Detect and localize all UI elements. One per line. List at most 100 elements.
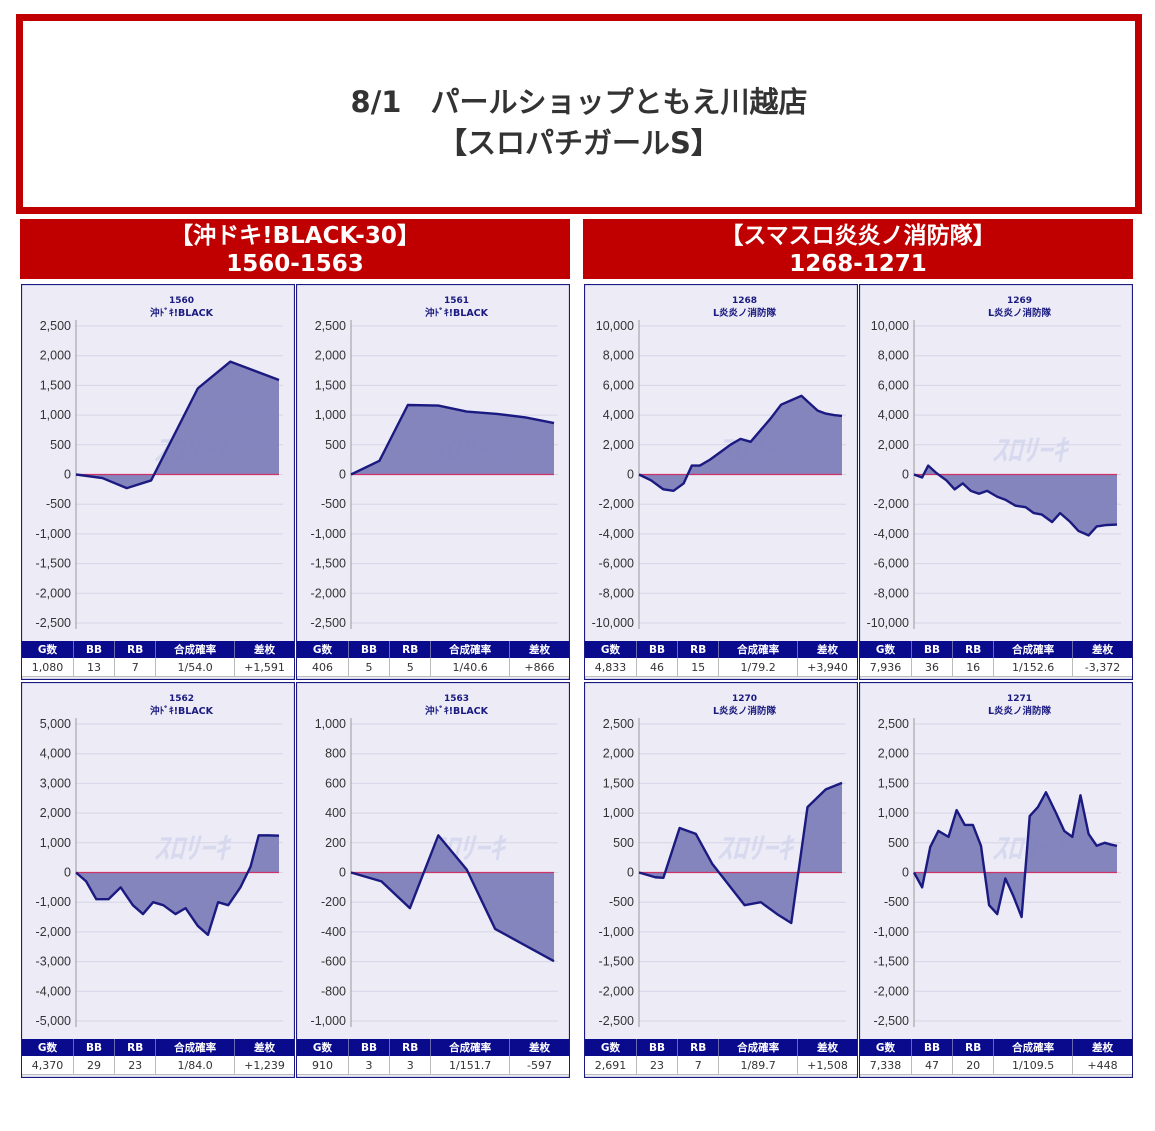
y-tick-label: 2,500 xyxy=(315,319,346,333)
stats-value-cell: 1/54.0 xyxy=(155,658,235,678)
y-tick-label: 2,500 xyxy=(40,319,71,333)
y-tick-label: 400 xyxy=(325,806,346,820)
panel-frame xyxy=(21,284,295,680)
y-tick-label: -2,500 xyxy=(36,616,71,630)
series-line xyxy=(350,834,555,963)
y-tick-label: 1,500 xyxy=(603,776,634,790)
stats-value-cell: 1,080 xyxy=(22,658,74,678)
y-tick-label: -1,500 xyxy=(874,955,909,969)
stats-header-cell: 合成確率 xyxy=(993,641,1073,659)
stats-header-cell: G数 xyxy=(860,641,912,659)
stats-value-cell: 1/79.2 xyxy=(718,658,798,678)
y-tick-label: 1,000 xyxy=(878,806,909,820)
y-tick-label: 500 xyxy=(613,836,634,850)
stats-value-cell: 2,691 xyxy=(585,1056,637,1076)
stats-value-cell: 7 xyxy=(114,658,157,678)
series-line xyxy=(350,403,555,476)
stats-value-cell: 7 xyxy=(677,1056,720,1076)
stats-value-cell: 13 xyxy=(73,658,116,678)
chart-title-machine: L炎炎ノ消防隊 xyxy=(713,705,777,717)
stats-value-cell: 1/89.7 xyxy=(718,1056,798,1076)
y-tick-label: 2,000 xyxy=(603,747,634,761)
stats-header-cell: 合成確率 xyxy=(430,1039,510,1057)
stats-table: G数 BB RB 合成確率 差枚 7,936 36 16 1/152.6 -3,372 xyxy=(860,641,1132,678)
stats-table: G数 BB RB 合成確率 差枚 4,833 46 15 1/79.2 +3,940 xyxy=(585,641,857,678)
y-tick-label: -10,000 xyxy=(867,616,909,630)
page-subtitle: 【スロパチガールS】 xyxy=(438,126,720,160)
stats-header-cell: RB xyxy=(677,1039,720,1057)
y-tick-label: 200 xyxy=(325,836,346,850)
group-header-okidoki: 【沖ドキ!BLACK-30】 1560-1563 xyxy=(20,219,570,279)
machine-panel-1560: 1560 沖ﾄﾞｷ!BLACK 2,500 2,000 1,500 1,000 500 0 -5… xyxy=(21,284,295,680)
stats-header-cell: 差枚 xyxy=(797,1039,857,1057)
y-tick-label: 2,000 xyxy=(40,806,71,820)
stats-header-cell: G数 xyxy=(585,641,637,659)
stats-value-cell: +3,940 xyxy=(797,658,857,678)
machine-panel-1562: 1562 沖ﾄﾞｷ!BLACK 5,000 4,000 3,000 2,000 1,000 0… xyxy=(21,682,295,1078)
stats-header-cell: 合成確率 xyxy=(155,1039,235,1057)
stats-header-cell: 合成確率 xyxy=(718,641,798,659)
y-tick-label: 3,000 xyxy=(40,776,71,790)
watermark-logo: ｽﾛﾘｰｷ xyxy=(717,832,795,867)
y-tick-label: -200 xyxy=(321,895,346,909)
machine-panel-1270: 1270 L炎炎ノ消防隊 2,500 2,000 1,500 1,000 500 0 -500 -… xyxy=(584,682,858,1078)
y-tick-label: -4,000 xyxy=(599,527,634,541)
stats-header-cell: 合成確率 xyxy=(155,641,235,659)
machine-panel-1271: 1271 L炎炎ノ消防隊 2,500 2,000 1,500 1,000 500 0 -500 -… xyxy=(859,682,1133,1078)
y-tick-label: 2,500 xyxy=(603,717,634,731)
y-tick-label: 4,000 xyxy=(40,747,71,761)
y-tick-label: 1,500 xyxy=(878,776,909,790)
y-tick-label: 1,000 xyxy=(40,408,71,422)
y-tick-label: 1,500 xyxy=(315,378,346,392)
y-tick-label: 8,000 xyxy=(603,349,634,363)
series-area xyxy=(639,395,842,491)
stats-value-cell: 5 xyxy=(389,658,432,678)
watermark-logo: ｽﾛﾘｰｷ xyxy=(154,832,232,867)
series-area xyxy=(76,361,279,489)
y-tick-label: 6,000 xyxy=(603,378,634,392)
stats-value-cell: 29 xyxy=(73,1056,116,1076)
stats-value-cell: 4,833 xyxy=(585,658,637,678)
y-tick-label: 500 xyxy=(888,836,909,850)
stats-value-cell: +1,508 xyxy=(797,1056,857,1076)
y-tick-label: 0 xyxy=(64,468,71,482)
stats-header-cell: BB xyxy=(73,641,116,659)
y-tick-label: -2,000 xyxy=(36,925,71,939)
y-tick-label: -500 xyxy=(46,497,71,511)
stats-value-cell: 23 xyxy=(114,1056,157,1076)
chart-title-number: 1560 xyxy=(169,296,194,306)
panel-frame xyxy=(296,284,570,680)
machine-panel-1268: 1268 L炎炎ノ消防隊 10,000 8,000 6,000 4,000 2,000 0 -2… xyxy=(584,284,858,680)
y-tick-label: -1,500 xyxy=(36,557,71,571)
y-tick-label: 0 xyxy=(902,866,909,880)
y-tick-label: -2,000 xyxy=(599,984,634,998)
watermark-logo: ｽﾛﾘｰｷ xyxy=(992,434,1070,469)
y-tick-label: 1,000 xyxy=(40,836,71,850)
stats-value-cell: 910 xyxy=(297,1056,349,1076)
series-line xyxy=(912,791,1118,919)
y-tick-label: 1,000 xyxy=(315,408,346,422)
title-box: 8/1 パールショップともえ川越店 【スロパチガールS】 xyxy=(16,14,1142,214)
y-tick-label: 1,000 xyxy=(603,806,634,820)
group-header-enen: 【スマスロ炎炎ノ消防隊】 1268-1271 xyxy=(583,219,1133,279)
y-tick-label: 0 xyxy=(64,866,71,880)
stats-value-cell: 406 xyxy=(297,658,349,678)
y-tick-label: 2,000 xyxy=(40,349,71,363)
stats-value-cell: 23 xyxy=(636,1056,679,1076)
y-tick-label: -6,000 xyxy=(874,557,909,571)
y-tick-label: 600 xyxy=(325,776,346,790)
stats-header-cell: BB xyxy=(911,1039,954,1057)
stats-value-cell: 7,936 xyxy=(860,658,912,678)
y-tick-label: 2,000 xyxy=(315,349,346,363)
y-tick-label: -1,500 xyxy=(599,955,634,969)
y-tick-label: -500 xyxy=(884,895,909,909)
series-line xyxy=(638,781,843,925)
stats-value-cell: -3,372 xyxy=(1072,658,1132,678)
stats-value-cell: 5 xyxy=(348,658,391,678)
y-tick-label: -3,000 xyxy=(36,955,71,969)
y-tick-label: -8,000 xyxy=(599,586,634,600)
